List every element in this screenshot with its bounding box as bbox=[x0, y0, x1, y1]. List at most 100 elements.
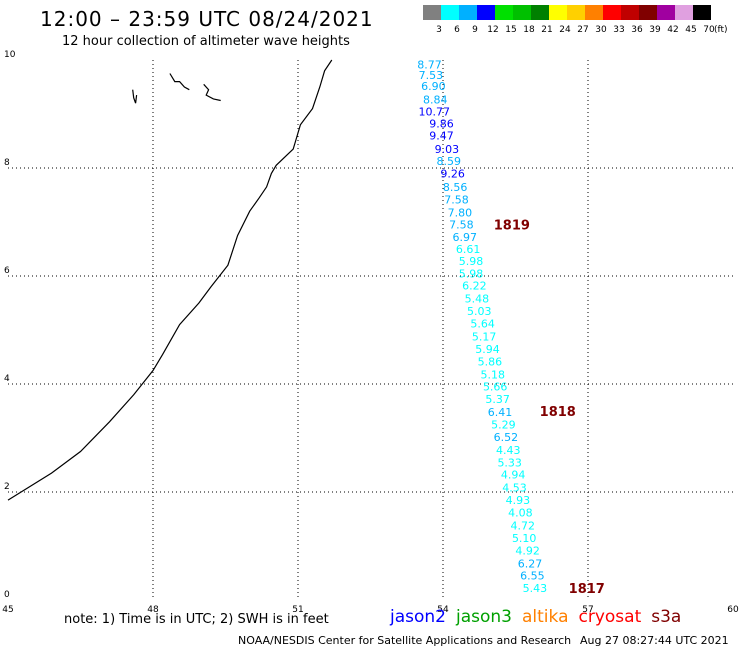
lat-tick-label: 4 bbox=[4, 374, 10, 384]
color-swatch bbox=[531, 5, 549, 20]
credit-line: NOAA/NESDIS Center for Satellite Applica… bbox=[238, 634, 572, 647]
color-swatch-label: 30 bbox=[595, 25, 607, 35]
color-swatch-label: 42 bbox=[667, 25, 679, 35]
color-swatch bbox=[513, 5, 531, 20]
wave-height-value: 5.03 bbox=[467, 305, 492, 318]
color-swatch bbox=[675, 5, 693, 20]
wave-height-value: 8.56 bbox=[443, 181, 468, 194]
coastline-path bbox=[7, 59, 333, 501]
legend-satellite-jason3: jason3 bbox=[456, 607, 512, 627]
island-outline bbox=[132, 89, 138, 104]
island-outline bbox=[169, 73, 190, 91]
wave-height-value: 7.53 bbox=[419, 69, 444, 82]
wave-height-value: 6.27 bbox=[518, 557, 543, 570]
wave-height-value: 8.84 bbox=[423, 93, 448, 106]
color-swatch bbox=[441, 5, 459, 20]
map-subtitle: 12 hour collection of altimeter wave hei… bbox=[62, 34, 350, 49]
wave-height-value: 7.58 bbox=[449, 219, 474, 232]
wave-height-value: 5.43 bbox=[523, 582, 548, 595]
wave-height-value: 5.29 bbox=[491, 419, 516, 432]
map-title: 12:00 – 23:59 UTC 08/24/2021 bbox=[40, 7, 374, 31]
wave-height-value: 6.52 bbox=[494, 431, 519, 444]
color-swatch bbox=[603, 5, 621, 20]
wave-height-value: 6.55 bbox=[520, 570, 545, 583]
legend-satellite-cryosat: cryosat bbox=[578, 607, 642, 627]
legend-satellite-altika: altika bbox=[522, 607, 569, 627]
coastline bbox=[7, 59, 333, 501]
pass-time-label: 1817 bbox=[569, 582, 605, 597]
lat-tick-label: 10 bbox=[4, 50, 16, 60]
color-swatch bbox=[639, 5, 657, 20]
wave-height-value: 9.47 bbox=[429, 130, 454, 143]
wave-height-value: 4.08 bbox=[508, 507, 533, 520]
color-swatch bbox=[459, 5, 477, 20]
legend-satellite-jason2: jason2 bbox=[390, 607, 446, 627]
island-outline bbox=[203, 83, 221, 102]
units-note: note: 1) Time is in UTC; 2) SWH is in fe… bbox=[64, 612, 329, 627]
wave-height-value: 5.17 bbox=[472, 330, 497, 343]
axis-tick-labels: 45 48 51 54 57 60 0 2 4 6 8 10 bbox=[2, 50, 739, 615]
wave-height-value: 4.94 bbox=[501, 469, 526, 482]
wave-height-value: 5.86 bbox=[478, 355, 503, 368]
wave-height-value: 4.93 bbox=[506, 494, 531, 507]
color-swatch-label: 70 bbox=[703, 25, 715, 35]
wave-height-value: 6.41 bbox=[488, 406, 513, 419]
altimeter-track: 8.777.536.908.8410.779.869.479.038.599.2… bbox=[417, 58, 605, 597]
wave-height-value: 5.33 bbox=[497, 456, 522, 469]
wave-height-value: 9.26 bbox=[440, 167, 465, 180]
wave-height-value: 4.92 bbox=[515, 544, 540, 557]
color-swatch-label: 15 bbox=[505, 25, 517, 35]
color-swatch bbox=[495, 5, 513, 20]
color-swatch bbox=[423, 5, 441, 20]
wave-height-value: 5.37 bbox=[485, 393, 510, 406]
map-grid bbox=[8, 60, 733, 600]
color-swatch-label: 18 bbox=[523, 25, 535, 35]
wave-height-value: 5.98 bbox=[459, 255, 484, 268]
lat-tick-label: 6 bbox=[4, 266, 10, 276]
lon-tick-label: 54 bbox=[437, 605, 449, 615]
lat-tick-label: 0 bbox=[4, 590, 10, 600]
wave-height-value: 7.58 bbox=[444, 193, 469, 206]
wave-height-value: 7.80 bbox=[448, 206, 473, 219]
wave-height-value: 4.53 bbox=[502, 482, 527, 495]
satellite-legend: jason2 jason3 altika cryosat s3a bbox=[390, 607, 691, 627]
wave-height-value: 6.61 bbox=[456, 243, 481, 256]
legend-satellite-s3a: s3a bbox=[651, 607, 682, 627]
color-swatch-label: 45 bbox=[685, 25, 697, 35]
lat-tick-label: 8 bbox=[4, 158, 10, 168]
wave-height-value: 9.86 bbox=[429, 118, 454, 131]
pass-time-label: 1819 bbox=[494, 219, 530, 234]
lat-tick-label: 2 bbox=[4, 482, 10, 492]
wave-height-value: 6.90 bbox=[421, 80, 446, 93]
wave-height-value: 9.03 bbox=[435, 143, 460, 156]
color-swatch-label: 21 bbox=[541, 25, 553, 35]
wave-height-value: 4.43 bbox=[496, 444, 521, 457]
color-scale-unit: (ft) bbox=[714, 25, 728, 35]
wave-height-value: 5.94 bbox=[475, 343, 500, 356]
wave-height-value: 5.48 bbox=[465, 293, 490, 306]
color-swatch-label: 33 bbox=[613, 25, 625, 35]
wave-height-value: 4.72 bbox=[511, 519, 536, 532]
color-swatch-label: 24 bbox=[559, 25, 571, 35]
color-swatch bbox=[567, 5, 585, 20]
color-swatch bbox=[477, 5, 495, 20]
wave-height-value: 8.59 bbox=[437, 155, 462, 168]
lon-tick-label: 45 bbox=[2, 605, 13, 615]
color-swatch bbox=[549, 5, 567, 20]
color-swatch-label: 12 bbox=[487, 25, 499, 35]
pass-time-label: 1818 bbox=[540, 405, 576, 420]
wave-height-value: 5.64 bbox=[470, 318, 495, 331]
wave-height-value: 10.77 bbox=[419, 105, 451, 118]
color-swatch-label: 27 bbox=[577, 25, 589, 35]
lon-tick-label: 57 bbox=[582, 605, 593, 615]
wave-height-value: 6.22 bbox=[462, 280, 487, 293]
color-swatch bbox=[657, 5, 675, 20]
lon-tick-label: 48 bbox=[147, 605, 159, 615]
color-swatch bbox=[621, 5, 639, 20]
wave-height-value: 5.18 bbox=[481, 368, 506, 381]
color-swatch bbox=[693, 5, 711, 20]
wave-height-value: 5.10 bbox=[512, 532, 537, 545]
wave-height-value: 6.97 bbox=[453, 231, 478, 244]
color-swatch-label: 9 bbox=[472, 25, 478, 35]
